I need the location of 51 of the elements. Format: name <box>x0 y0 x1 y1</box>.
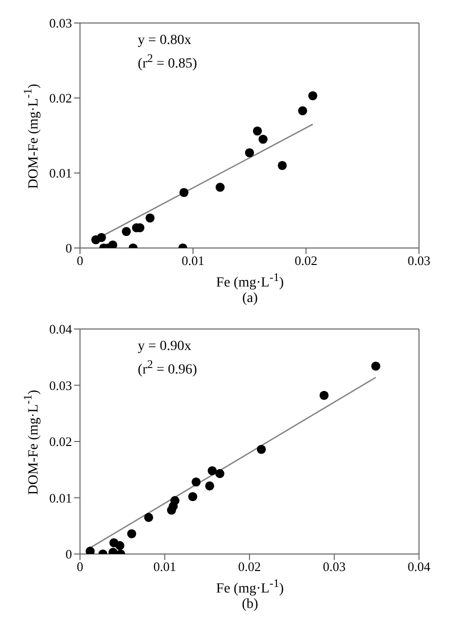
annotation: y = 0.80x <box>138 32 192 50</box>
x-tick-label: 0.01 <box>153 559 176 574</box>
x-tick-label: 0.01 <box>182 253 204 268</box>
y-tick-label: 0.02 <box>49 90 72 106</box>
point <box>371 362 380 371</box>
point <box>308 91 318 100</box>
y-tick-label: 0.01 <box>49 490 72 506</box>
x-tick-label: 0.03 <box>322 559 346 574</box>
y-tick-label: 0.03 <box>49 16 72 31</box>
annotation: (r$^{2}$ = 0.85) <box>138 51 198 74</box>
x-tick-label: 0.04 <box>408 559 431 574</box>
x-tick-label: 0.02 <box>238 559 261 574</box>
y-tick-label: 0.04 <box>49 322 72 337</box>
annotation: (r$^{2}$ = 0.96) <box>138 357 198 380</box>
y-tick-label: 0.02 <box>49 434 72 450</box>
point <box>215 469 224 478</box>
x-axis-title: Fe (mg·L$^{-1}$) <box>215 577 285 598</box>
point <box>108 240 118 248</box>
point <box>86 546 95 554</box>
point <box>298 106 308 116</box>
point <box>216 182 225 192</box>
x-tick-label: 0.02 <box>294 253 318 268</box>
point <box>208 466 217 476</box>
annotation: y = 0.90x <box>138 338 192 356</box>
point <box>278 160 287 170</box>
point <box>179 188 188 198</box>
point <box>192 477 201 487</box>
point <box>188 492 198 502</box>
point <box>146 213 155 223</box>
point <box>258 134 268 144</box>
point <box>244 148 254 158</box>
text: (b) <box>240 597 260 613</box>
point <box>122 226 131 236</box>
point <box>170 496 180 506</box>
y-tick-label: 0 <box>66 240 72 256</box>
point <box>252 126 262 136</box>
point <box>256 444 266 454</box>
point <box>115 541 124 550</box>
point <box>96 232 106 242</box>
x-axis-title: Fe (mg·L$^{-1}$) <box>215 271 285 292</box>
x-tick-label: 0 <box>76 559 84 574</box>
text: (a) <box>241 291 259 307</box>
y-tick-label: 0.01 <box>49 166 72 181</box>
y-tick-label: 0 <box>66 546 72 562</box>
y-tick-label: 0.03 <box>49 378 72 393</box>
point <box>144 512 154 522</box>
point <box>127 529 136 538</box>
x-tick-label: 0.03 <box>408 253 430 268</box>
x-tick-label: 0 <box>76 253 84 268</box>
point <box>205 481 214 490</box>
point <box>320 390 329 400</box>
